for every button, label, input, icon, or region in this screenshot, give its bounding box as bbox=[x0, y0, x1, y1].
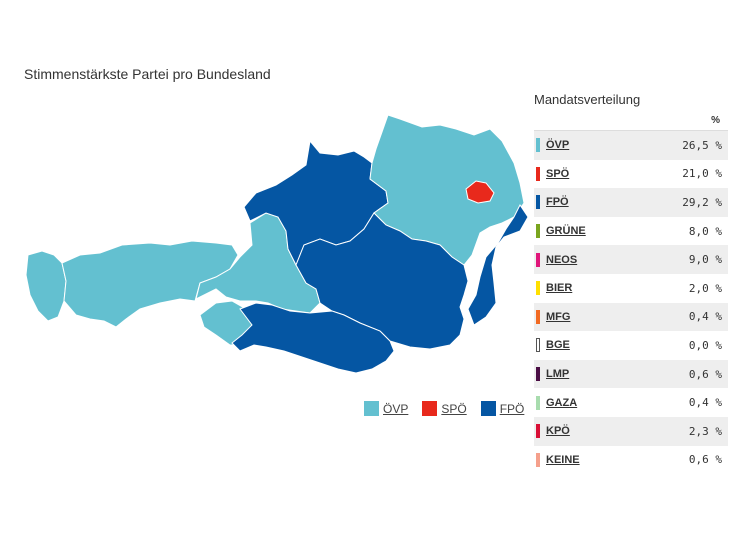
party-color-bar bbox=[536, 367, 540, 382]
region-burgenland[interactable] bbox=[467, 204, 529, 326]
party-color-bar bbox=[536, 395, 540, 410]
party-name[interactable]: MFG bbox=[546, 310, 571, 323]
party-row[interactable]: LMP 0,6 % bbox=[534, 359, 728, 389]
party-color-bar bbox=[536, 338, 540, 353]
party-name[interactable]: LMP bbox=[546, 368, 570, 381]
region-wien[interactable] bbox=[465, 180, 495, 204]
party-percent: 2,0 % bbox=[688, 281, 722, 295]
party-name[interactable]: KEINE bbox=[546, 453, 580, 466]
legend-swatch-spoe bbox=[422, 401, 438, 416]
party-name[interactable]: KPÖ bbox=[546, 425, 570, 438]
party-row[interactable]: GRÜNE 8,0 % bbox=[534, 217, 728, 246]
party-row[interactable]: BGE 0,0 % bbox=[534, 331, 728, 360]
party-percent: 0,4 % bbox=[688, 396, 722, 410]
party-percent: 9,0 % bbox=[688, 253, 722, 267]
legend-item-fpoe[interactable]: FPÖ bbox=[480, 401, 525, 416]
legend-swatch-fpoe bbox=[480, 401, 496, 416]
party-percent: 0,0 % bbox=[688, 338, 722, 352]
party-percent: 26,5 % bbox=[682, 138, 722, 152]
legend-label-spoe[interactable]: SPÖ bbox=[441, 401, 467, 416]
party-name[interactable]: BGE bbox=[546, 339, 570, 352]
legend-item-spoe[interactable]: SPÖ bbox=[422, 401, 467, 416]
party-percent: 29,2 % bbox=[682, 195, 722, 209]
party-row[interactable]: SPÖ 21,0 % bbox=[534, 160, 728, 189]
region-kaernten[interactable] bbox=[231, 302, 395, 374]
party-color-bar bbox=[536, 252, 540, 267]
party-row[interactable]: KEINE 0,6 % bbox=[534, 446, 728, 475]
legend-label-oevp[interactable]: ÖVP bbox=[383, 401, 409, 416]
party-row[interactable]: ÖVP 26,5 % bbox=[534, 131, 728, 160]
party-row[interactable]: KPÖ 2,3 % bbox=[534, 416, 728, 446]
mandate-panel: Mandatsverteilung % ÖVP 26,5 % SPÖ 21,0 % FP… bbox=[534, 92, 728, 474]
party-percent: 2,3 % bbox=[688, 424, 722, 438]
party-color-bar bbox=[536, 195, 540, 210]
party-name[interactable]: ÖVP bbox=[546, 139, 570, 152]
party-name[interactable]: SPÖ bbox=[546, 167, 570, 180]
map-legend: ÖVP SPÖ FPÖ bbox=[364, 401, 524, 416]
austria-map bbox=[25, 114, 529, 374]
legend-label-fpoe[interactable]: FPÖ bbox=[499, 401, 525, 416]
party-row[interactable]: GAZA 0,4 % bbox=[534, 388, 728, 417]
map-title: Stimmenstärkste Partei pro Bundesland bbox=[24, 66, 271, 82]
party-percent: 8,0 % bbox=[688, 224, 722, 238]
party-color-bar bbox=[536, 138, 540, 153]
party-name[interactable]: FPÖ bbox=[546, 196, 569, 209]
region-vorarlberg[interactable] bbox=[25, 250, 67, 322]
party-color-bar bbox=[536, 424, 540, 439]
party-row[interactable]: NEOS 9,0 % bbox=[534, 245, 728, 274]
party-row[interactable]: FPÖ 29,2 % bbox=[534, 188, 728, 217]
party-table: ÖVP 26,5 % SPÖ 21,0 % FPÖ 29,2 % GRÜNE 8,0 % NEO… bbox=[534, 131, 728, 474]
party-color-bar bbox=[536, 281, 540, 296]
party-color-bar bbox=[536, 309, 540, 324]
party-percent: 21,0 % bbox=[682, 167, 722, 181]
legend-swatch-oevp bbox=[364, 401, 379, 416]
panel-title: Mandatsverteilung bbox=[534, 92, 641, 107]
party-name[interactable]: GRÜNE bbox=[546, 225, 586, 238]
party-percent: 0,6 % bbox=[688, 367, 722, 381]
party-name[interactable]: GAZA bbox=[546, 396, 578, 409]
party-percent: 0,4 % bbox=[688, 310, 722, 324]
party-color-bar bbox=[536, 452, 540, 467]
party-percent: 0,6 % bbox=[688, 453, 722, 467]
party-color-bar bbox=[536, 166, 540, 181]
legend-item-oevp[interactable]: ÖVP bbox=[364, 401, 408, 416]
party-row[interactable]: MFG 0,4 % bbox=[534, 302, 728, 332]
party-row[interactable]: BIER 2,0 % bbox=[534, 274, 728, 303]
party-color-bar bbox=[536, 224, 540, 239]
percent-column-header: % bbox=[534, 112, 728, 131]
party-name[interactable]: NEOS bbox=[546, 253, 578, 266]
party-name[interactable]: BIER bbox=[546, 282, 573, 295]
